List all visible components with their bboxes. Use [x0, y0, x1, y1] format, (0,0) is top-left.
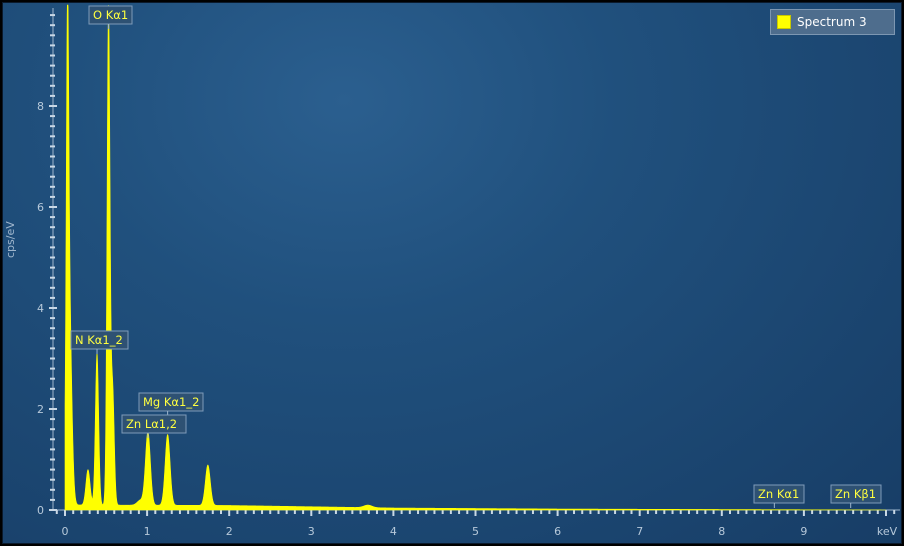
peak-label-text: Mg Kα1_2 — [143, 395, 199, 409]
x-tick-label: 3 — [308, 525, 315, 538]
legend-label: Spectrum 3 — [797, 15, 867, 29]
y-tick-label: 4 — [37, 302, 44, 315]
x-tick-label: 7 — [636, 525, 643, 538]
x-axis-label: keV — [877, 525, 898, 538]
peak-label-box — [70, 330, 129, 350]
peak-label-box — [138, 392, 204, 412]
x-tick-label: 6 — [554, 525, 561, 538]
peak-label-5[interactable]: Zn Kα1 — [753, 484, 805, 508]
peak-label-text: O Kα1 — [93, 8, 128, 22]
peak-label-6[interactable]: Zn Kβ1 — [830, 484, 882, 508]
x-tick-label: 1 — [144, 525, 151, 538]
legend-swatch — [777, 15, 791, 29]
y-tick-label: 2 — [37, 403, 44, 416]
peak-label-text: N Kα1_2 — [75, 333, 123, 347]
peak-label-2[interactable]: N Kα1_2 — [70, 330, 129, 354]
peak-label-text: Zn Kα1 — [758, 487, 799, 501]
x-tick-label: 8 — [718, 525, 725, 538]
x-tick-label: 2 — [226, 525, 233, 538]
peak-label-4[interactable]: Zn Lα1,2 — [121, 414, 187, 438]
peak-label-text: Zn Kβ1 — [835, 487, 876, 501]
x-tick-label: 4 — [390, 525, 397, 538]
spectrum-area — [64, 4, 886, 511]
peak-label-box — [88, 5, 133, 25]
x-tick-label: 5 — [472, 525, 479, 538]
peak-label-box — [121, 414, 187, 434]
legend[interactable]: Spectrum 3 — [770, 9, 895, 35]
x-tick-label: 9 — [800, 525, 807, 538]
x-tick-label: 0 — [62, 525, 69, 538]
peak-label-1[interactable]: O Kα1 — [88, 5, 133, 29]
y-tick-label: 0 — [37, 504, 44, 517]
peak-label-text: Zn Lα1,2 — [126, 417, 177, 431]
y-axis-label: cps/eV — [4, 221, 17, 258]
y-tick-label: 8 — [37, 100, 44, 113]
peak-label-3[interactable]: Mg Kα1_2 — [138, 392, 204, 416]
y-tick-label: 6 — [37, 201, 44, 214]
peak-label-box — [830, 484, 882, 504]
peak-label-box — [753, 484, 805, 504]
